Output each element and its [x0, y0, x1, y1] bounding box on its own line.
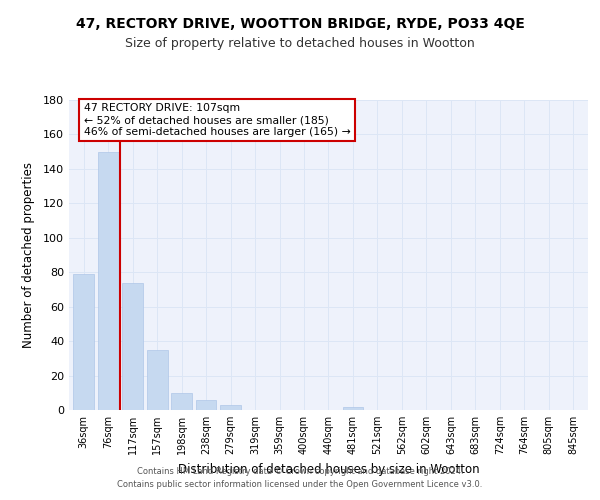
Text: Contains HM Land Registry data © Crown copyright and database right 2024.: Contains HM Land Registry data © Crown c… — [137, 467, 463, 476]
Bar — [73, 274, 94, 410]
Bar — [122, 282, 143, 410]
Text: 47, RECTORY DRIVE, WOOTTON BRIDGE, RYDE, PO33 4QE: 47, RECTORY DRIVE, WOOTTON BRIDGE, RYDE,… — [76, 18, 524, 32]
Bar — [147, 350, 167, 410]
Text: Size of property relative to detached houses in Wootton: Size of property relative to detached ho… — [125, 38, 475, 51]
Bar — [171, 393, 192, 410]
Y-axis label: Number of detached properties: Number of detached properties — [22, 162, 35, 348]
Bar — [220, 405, 241, 410]
Bar — [98, 152, 119, 410]
Text: 47 RECTORY DRIVE: 107sqm
← 52% of detached houses are smaller (185)
46% of semi-: 47 RECTORY DRIVE: 107sqm ← 52% of detach… — [83, 104, 350, 136]
Text: Contains public sector information licensed under the Open Government Licence v3: Contains public sector information licen… — [118, 480, 482, 489]
Bar — [343, 406, 364, 410]
X-axis label: Distribution of detached houses by size in Wootton: Distribution of detached houses by size … — [178, 462, 479, 475]
Bar — [196, 400, 217, 410]
